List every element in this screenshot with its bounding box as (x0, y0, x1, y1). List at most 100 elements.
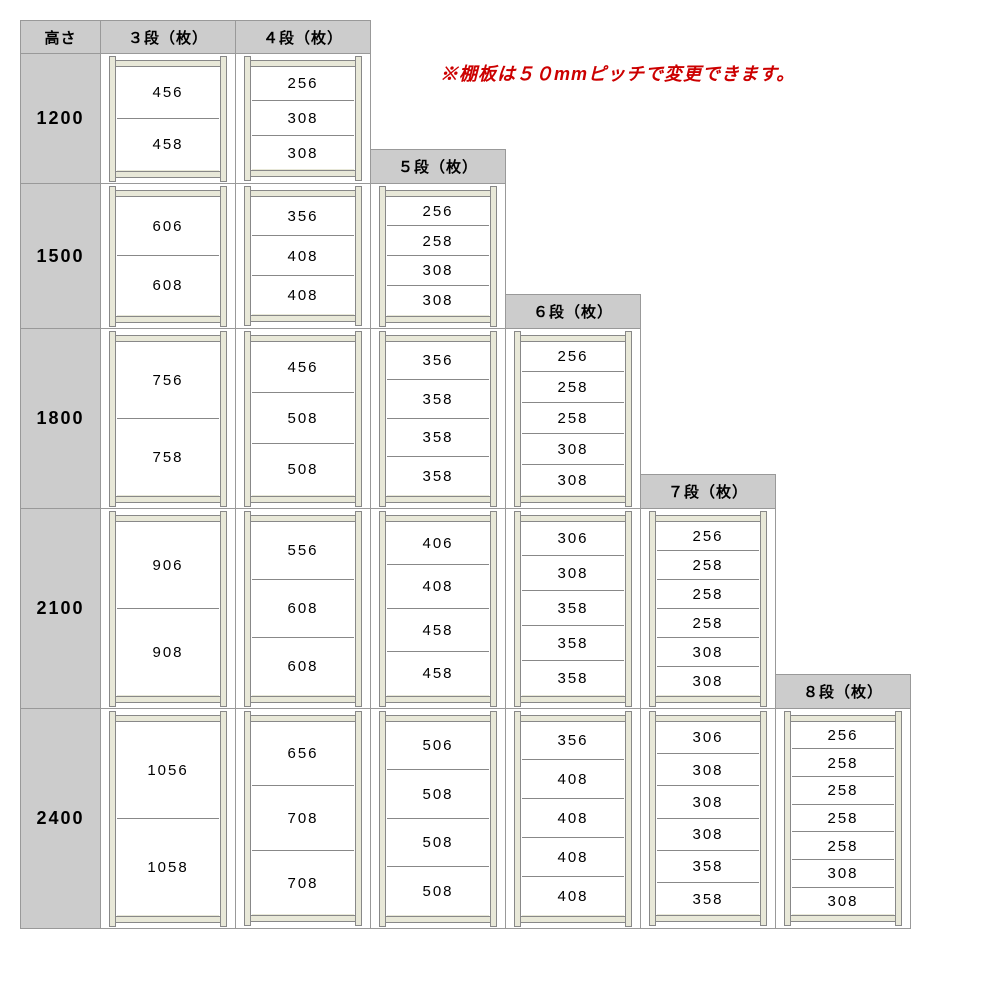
shelf-gap-value: 258 (387, 225, 489, 257)
shelf-gap-value: 308 (252, 135, 354, 172)
shelf-spec-diagram: ※棚板は５０mmピッチで変更できます。 高さ３段（枚）４段（枚）12004564… (20, 20, 980, 929)
shelf-gap-value: 456 (117, 66, 219, 120)
empty (776, 20, 911, 54)
shelf-gap-value: 258 (792, 831, 894, 861)
rack-diagram: 256258308308 (379, 190, 497, 323)
shelf-gap-value: 408 (387, 564, 489, 610)
shelf-gap-value: 256 (252, 66, 354, 103)
shelf-gap-value: 258 (522, 371, 624, 404)
empty (776, 54, 911, 184)
cell-r1200-c3: 456458 (101, 54, 236, 184)
header-c8: ８段（枚） (775, 674, 911, 709)
shelf-gap-value: 308 (387, 255, 489, 287)
shelf-gap-value: 356 (387, 341, 489, 382)
empty (776, 184, 911, 329)
row-label-r1200: 1200 (21, 54, 101, 184)
empty: ５段（枚） (371, 54, 506, 184)
shelf-gap-value: 408 (522, 837, 624, 878)
cell-r2400-c6: 356408408408408 (506, 709, 641, 929)
row-label-r1500: 1500 (21, 184, 101, 329)
shelf-gap-value: 358 (387, 418, 489, 459)
rack-diagram: 256308308 (244, 60, 362, 178)
row-label-r2100: 2100 (21, 509, 101, 709)
shelf-gap-value: 306 (657, 721, 759, 755)
cell-r2100-c3: 906908 (101, 509, 236, 709)
shelf-gap-value: 256 (387, 196, 489, 228)
shelf-gap-value: 258 (792, 804, 894, 834)
shelf-gap-value: 708 (252, 850, 354, 917)
shelf-gap-value: 506 (387, 721, 489, 772)
rack-diagram: 506508508508 (379, 715, 497, 923)
rack-diagram: 356408408 (244, 190, 362, 323)
shelf-gap-value: 308 (657, 637, 759, 668)
rack-diagram: 356358358358 (379, 335, 497, 503)
shelf-gap-value: 906 (117, 521, 219, 610)
shelf-gap-value: 358 (657, 882, 759, 916)
shelf-gap-value: 508 (387, 769, 489, 820)
rack-diagram: 906908 (109, 515, 227, 703)
shelf-gap-value: 408 (522, 798, 624, 839)
rack-diagram: 256258258258308308 (649, 515, 767, 703)
rack-diagram: 256258258308308 (514, 335, 632, 503)
cell-r1200-c4: 256308308 (236, 54, 371, 184)
shelf-gap-value: 408 (522, 876, 624, 917)
shelf-gap-value: 508 (252, 443, 354, 496)
rack-diagram: 606608 (109, 190, 227, 323)
empty (776, 329, 911, 509)
rack-diagram: 456508508 (244, 335, 362, 503)
shelf-gap-value: 606 (117, 196, 219, 258)
shelf-gap-value: 358 (522, 590, 624, 627)
shelf-gap-value: 308 (657, 666, 759, 697)
cell-r1800-c6: 256258258308308 (506, 329, 641, 509)
shelf-gap-value: 256 (522, 341, 624, 374)
rack-diagram: 306308358358358 (514, 515, 632, 703)
empty (506, 20, 641, 54)
cell-r2400-c4: 656708708 (236, 709, 371, 929)
row-label-r1800: 1800 (21, 329, 101, 509)
cell-r2100-c4: 556608608 (236, 509, 371, 709)
rack-diagram: 656708708 (244, 715, 362, 923)
shelf-gap-value: 608 (252, 579, 354, 639)
empty (641, 54, 776, 184)
shelf-gap-value: 458 (117, 118, 219, 172)
shelf-gap-value: 608 (117, 255, 219, 317)
shelf-gap-value: 308 (657, 818, 759, 852)
shelf-gap-value: 356 (252, 196, 354, 238)
shelf-gap-value: 408 (252, 275, 354, 317)
cell-r1800-c4: 456508508 (236, 329, 371, 509)
shelf-gap-value: 308 (522, 433, 624, 466)
shelf-gap-value: 456 (252, 341, 354, 394)
rack-diagram: 256258258258258308308 (784, 715, 902, 923)
shelf-gap-value: 258 (792, 776, 894, 806)
rack-diagram: 10561058 (109, 715, 227, 923)
shelf-gap-value: 406 (387, 521, 489, 567)
header-c6: ６段（枚） (505, 294, 641, 329)
shelf-gap-value: 358 (387, 379, 489, 420)
cell-r2400-c3: 10561058 (101, 709, 236, 929)
shelf-gap-value: 308 (522, 555, 624, 592)
cell-r1500-c3: 606608 (101, 184, 236, 329)
shelf-gap-value: 306 (522, 521, 624, 558)
shelf-gap-value: 358 (657, 850, 759, 884)
cell-r1800-c3: 756758 (101, 329, 236, 509)
shelf-gap-value: 308 (252, 100, 354, 137)
rack-diagram: 356408408408408 (514, 715, 632, 923)
shelf-gap-value: 308 (792, 859, 894, 889)
shelf-gap-value: 408 (252, 235, 354, 277)
empty (371, 20, 506, 54)
header-c7: ７段（枚） (640, 474, 776, 509)
shelf-gap-value: 1058 (117, 818, 219, 917)
shelf-gap-value: 258 (792, 748, 894, 778)
shelf-gap-value: 308 (657, 785, 759, 819)
empty: ８段（枚） (776, 509, 911, 709)
shelf-gap-value: 258 (657, 550, 759, 581)
shelf-gap-value: 356 (522, 721, 624, 762)
shelf-gap-value: 556 (252, 521, 354, 581)
shelf-gap-value: 656 (252, 721, 354, 788)
shelf-gap-value: 256 (657, 521, 759, 552)
shelf-gap-value: 258 (657, 579, 759, 610)
shelf-gap-value: 508 (387, 866, 489, 917)
shelf-gap-value: 608 (252, 637, 354, 697)
rack-diagram: 456458 (109, 60, 227, 178)
header-c5: ５段（枚） (370, 149, 506, 184)
